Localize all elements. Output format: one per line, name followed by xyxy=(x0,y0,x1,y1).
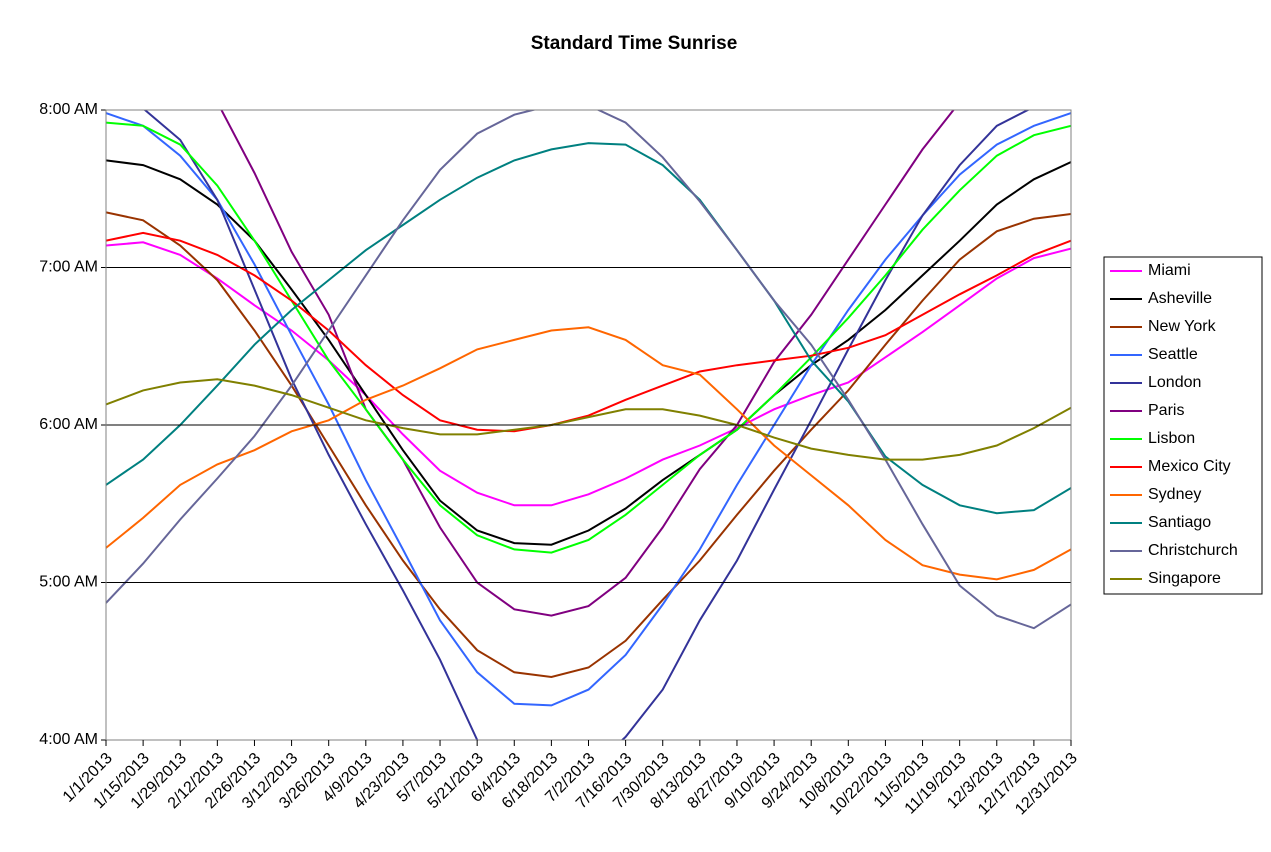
y-tick-label: 7:00 AM xyxy=(39,259,98,276)
legend-label: Mexico City xyxy=(1148,458,1231,475)
legend-label: Paris xyxy=(1148,402,1184,419)
series-line xyxy=(106,211,1071,679)
legend-label: Santiago xyxy=(1148,514,1211,531)
y-tick-label: 5:00 AM xyxy=(39,574,98,591)
series-line xyxy=(106,231,1071,433)
chart-title: Standard Time Sunrise xyxy=(531,33,738,54)
legend-label: Asheville xyxy=(1148,290,1212,307)
legend-label: Christchurch xyxy=(1148,542,1238,559)
legend-label: Miami xyxy=(1148,262,1191,279)
legend-label: Singapore xyxy=(1148,570,1221,587)
series-line xyxy=(106,378,1071,461)
series-line xyxy=(220,110,955,617)
legend-label: Seattle xyxy=(1148,346,1198,363)
series-line xyxy=(106,110,1071,630)
series-line xyxy=(106,241,1071,507)
series-line xyxy=(106,121,1071,554)
legend-label: Sydney xyxy=(1148,486,1201,503)
y-tick-label: 8:00 AM xyxy=(39,101,98,118)
legend-label: London xyxy=(1148,374,1201,391)
legend-label: New York xyxy=(1148,318,1217,335)
legend-label: Lisbon xyxy=(1148,430,1195,447)
y-tick-label: 6:00 AM xyxy=(39,416,98,433)
y-tick-label: 4:00 AM xyxy=(39,731,98,748)
series-line xyxy=(143,110,1031,740)
series-line xyxy=(106,142,1071,515)
legend-box xyxy=(1103,256,1263,595)
series-line xyxy=(106,112,1071,707)
series-line xyxy=(106,326,1071,581)
series-line xyxy=(106,159,1071,546)
plot-lines xyxy=(106,110,1071,740)
